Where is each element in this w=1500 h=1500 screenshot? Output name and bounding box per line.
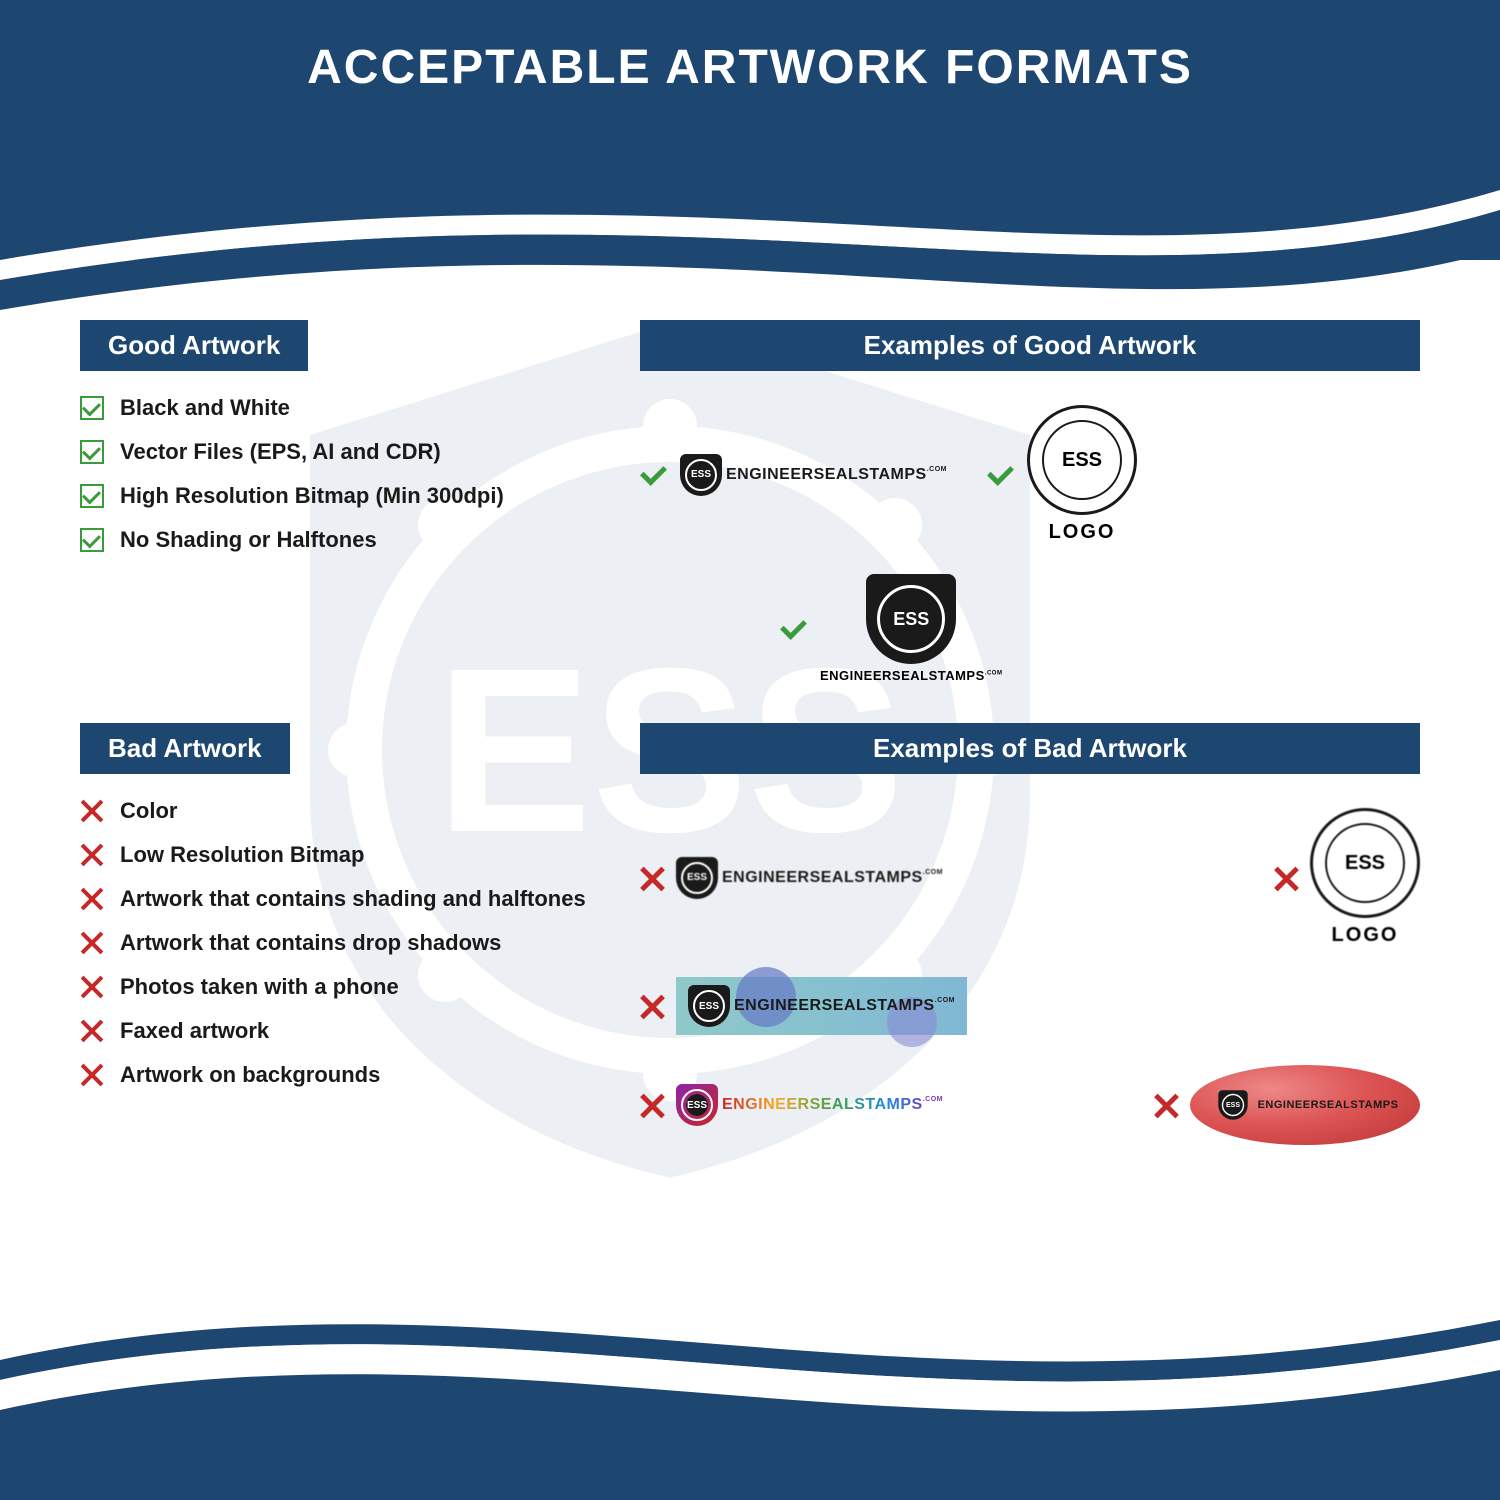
example-bad-oval: ESS ENGINEERSEALSTAMPS [1154, 1065, 1420, 1145]
check-icon [80, 484, 104, 508]
list-item-label: Artwork on backgrounds [120, 1062, 380, 1088]
check-icon [987, 465, 1015, 485]
bad-section: Bad Artwork Color Low Resolution Bitmap … [80, 723, 1420, 1145]
logo-sample: ESS ENGINEERSEALSTAMPS.COM [676, 1084, 943, 1126]
list-item-label: Artwork that contains shading and halfto… [120, 886, 586, 912]
check-icon [80, 396, 104, 420]
list-item: High Resolution Bitmap (Min 300dpi) [80, 483, 600, 509]
bad-examples-header: Examples of Bad Artwork [640, 723, 1420, 774]
logo-sample: ESS LOGO [1027, 405, 1137, 544]
list-item: Color [80, 798, 600, 824]
page-title: ACCEPTABLE ARTWORK FORMATS [0, 0, 1500, 95]
list-item-label: No Shading or Halftones [120, 527, 377, 553]
logo-sample: ESS ENGINEERSEALSTAMPS.COM [676, 977, 967, 1035]
cross-icon [640, 1093, 664, 1117]
cross-icon [1154, 1093, 1178, 1117]
list-item: Vector Files (EPS, AI and CDR) [80, 439, 600, 465]
cross-icon [80, 887, 104, 911]
list-item-label: Photos taken with a phone [120, 974, 399, 1000]
example-bad-rainbow: ESS ENGINEERSEALSTAMPS.COM [640, 1084, 943, 1126]
example-bad-circle-blur: ESS LOGO [1274, 808, 1420, 947]
check-icon [80, 528, 104, 552]
good-section: Good Artwork Black and White Vector File… [80, 320, 1420, 683]
list-item: Low Resolution Bitmap [80, 842, 600, 868]
example-bad-colorbg: ESS ENGINEERSEALSTAMPS.COM [640, 977, 967, 1035]
cross-icon [640, 994, 664, 1018]
logo-sample: ESS ENGINEERSEALSTAMPS.COM [820, 574, 1002, 683]
wave-decoration-top [0, 130, 1500, 350]
logo-sample: ESS ENGINEERSEALSTAMPS [1190, 1065, 1420, 1145]
list-item: Artwork that contains shading and halfto… [80, 886, 600, 912]
list-item: Faxed artwork [80, 1018, 600, 1044]
good-artwork-header: Good Artwork [80, 320, 308, 371]
cross-icon [80, 1063, 104, 1087]
list-item-label: Color [120, 798, 177, 824]
list-item: Photos taken with a phone [80, 974, 600, 1000]
cross-icon [80, 799, 104, 823]
example-good-horizontal: ESS ENGINEERSEALSTAMPS.COM [640, 454, 947, 496]
list-item: Artwork on backgrounds [80, 1062, 600, 1088]
list-item-label: High Resolution Bitmap (Min 300dpi) [120, 483, 504, 509]
cross-icon [1274, 866, 1298, 890]
content-area: Good Artwork Black and White Vector File… [80, 320, 1420, 1185]
check-icon [780, 619, 808, 639]
list-item-label: Black and White [120, 395, 290, 421]
logo-sample: ESS ENGINEERSEALSTAMPS.COM [676, 857, 943, 899]
list-item-label: Vector Files (EPS, AI and CDR) [120, 439, 441, 465]
good-examples-area: ESS ENGINEERSEALSTAMPS.COM ESS LOGO ESS [640, 395, 1420, 683]
list-item-label: Faxed artwork [120, 1018, 269, 1044]
check-icon [80, 440, 104, 464]
logo-sample: ESS LOGO [1310, 808, 1420, 947]
good-examples-header: Examples of Good Artwork [640, 320, 1420, 371]
wave-decoration-bottom [0, 1240, 1500, 1500]
cross-icon [640, 866, 664, 890]
example-good-stacked: ESS ENGINEERSEALSTAMPS.COM [780, 574, 1002, 683]
list-item-label: Low Resolution Bitmap [120, 842, 364, 868]
cross-icon [80, 843, 104, 867]
cross-icon [80, 931, 104, 955]
good-artwork-list: Black and White Vector Files (EPS, AI an… [80, 395, 600, 553]
cross-icon [80, 1019, 104, 1043]
bad-artwork-list: Color Low Resolution Bitmap Artwork that… [80, 798, 600, 1088]
list-item: Artwork that contains drop shadows [80, 930, 600, 956]
list-item-label: Artwork that contains drop shadows [120, 930, 501, 956]
logo-sample: ESS ENGINEERSEALSTAMPS.COM [680, 454, 947, 496]
example-bad-blur: ESS ENGINEERSEALSTAMPS.COM [640, 857, 943, 899]
example-good-circle: ESS LOGO [987, 405, 1137, 544]
list-item: No Shading or Halftones [80, 527, 600, 553]
bad-artwork-header: Bad Artwork [80, 723, 290, 774]
bad-examples-area: ESS ENGINEERSEALSTAMPS.COM ESS LOGO [640, 798, 1420, 1145]
cross-icon [80, 975, 104, 999]
list-item: Black and White [80, 395, 600, 421]
check-icon [640, 465, 668, 485]
